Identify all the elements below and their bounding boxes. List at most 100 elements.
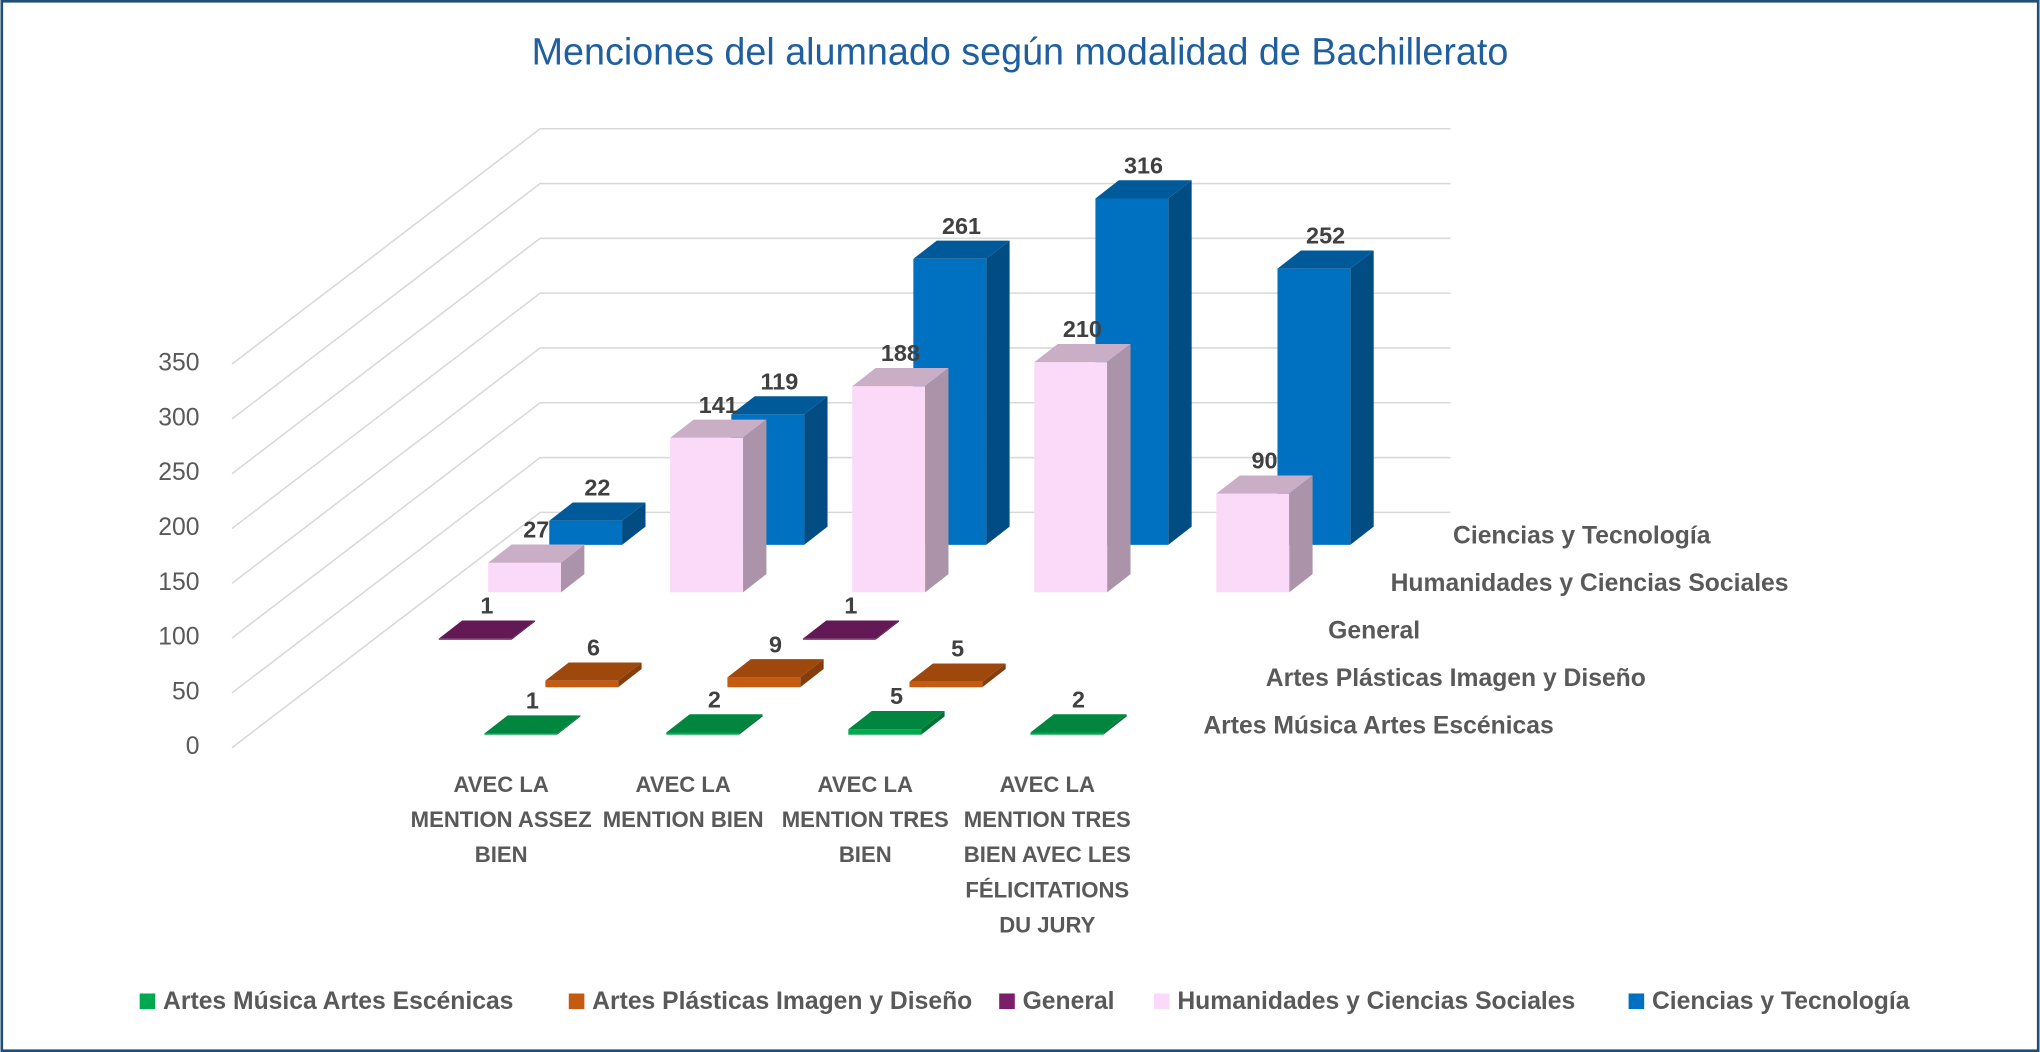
- legend-swatch: [139, 993, 156, 1010]
- bar-top: [802, 620, 900, 639]
- bar-side: [739, 714, 763, 735]
- bar-side: [557, 715, 581, 735]
- bar-top: [848, 711, 945, 730]
- value-label: 141: [699, 392, 738, 418]
- value-label: 22: [584, 475, 610, 501]
- bar-side: [800, 659, 824, 688]
- bar-side: [511, 620, 535, 640]
- bar-top: [913, 240, 1010, 259]
- bar-front: [1030, 732, 1104, 735]
- y-tick-label: 100: [158, 624, 199, 651]
- x-tick-label: AVEC LA MENTION BIEN: [602, 772, 764, 833]
- bar-top: [670, 419, 767, 438]
- bar-top: [666, 714, 763, 733]
- value-label: 27: [523, 517, 549, 543]
- bar-side: [622, 502, 646, 545]
- bar: [909, 663, 1006, 688]
- y-tick-label: 350: [158, 350, 199, 377]
- y-tick-label: 0: [186, 733, 200, 760]
- bar: [802, 620, 900, 640]
- bar: [438, 620, 535, 640]
- bar-front: [848, 729, 922, 735]
- value-label: 252: [1306, 223, 1345, 249]
- legend-label: Ciencias y Tecnología: [1652, 988, 1910, 1015]
- depth-axis-label: Artes Plásticas Imagen y Diseño: [1266, 665, 1646, 692]
- bar-side: [982, 663, 1006, 688]
- bar: [1216, 475, 1313, 593]
- grid-line: [231, 127, 1451, 365]
- bar-top: [1034, 343, 1131, 363]
- bar-front: [1216, 493, 1290, 593]
- x-tick-label-box: AVEC LA MENTION TRES BIEN AVEC LES FÉLIC…: [963, 772, 1131, 938]
- value-label: 210: [1063, 316, 1102, 342]
- value-label: 316: [1124, 152, 1163, 178]
- bar-front: [666, 732, 740, 735]
- bar-side: [986, 240, 1010, 545]
- legend-label: Humanidades y Ciencias Sociales: [1177, 988, 1575, 1015]
- bar: [1034, 343, 1131, 593]
- bar: [852, 368, 949, 593]
- y-tick-label: 200: [158, 514, 199, 541]
- bar-side: [618, 662, 642, 688]
- legend-swatch: [1628, 993, 1645, 1010]
- bar-top: [484, 715, 581, 734]
- value-label: 119: [761, 368, 799, 394]
- x-tick-label-box: AVEC LA MENTION ASSEZ BIEN: [411, 772, 592, 867]
- bar-top: [545, 662, 642, 681]
- bar-side: [1103, 714, 1127, 735]
- chart-title: Menciones del alumnado según modalidad d…: [532, 31, 1509, 73]
- bar-top: [549, 502, 646, 521]
- depth-axis-label: Artes Música Artes Escénicas: [1203, 712, 1553, 739]
- bar-side: [1350, 250, 1374, 545]
- bar-front: [545, 680, 619, 688]
- bar-top: [1095, 180, 1192, 199]
- bar-top: [1030, 714, 1127, 733]
- bar-front: [549, 520, 623, 545]
- bar: [727, 659, 824, 688]
- bar-front: [727, 677, 801, 688]
- legend-label: General: [1023, 988, 1115, 1015]
- value-label: 9: [769, 631, 782, 657]
- bar-front: [802, 638, 876, 640]
- bar: [484, 715, 581, 735]
- bar-top: [909, 663, 1006, 682]
- bar-side: [1107, 343, 1131, 593]
- bar-top: [1277, 250, 1374, 269]
- y-tick-label: 300: [158, 404, 199, 431]
- bar-side: [875, 620, 900, 640]
- bar-front: [438, 638, 512, 640]
- legend-label: Artes Música Artes Escénicas: [163, 988, 513, 1015]
- bar: [670, 419, 767, 593]
- value-label: 5: [951, 636, 964, 662]
- value-label: 6: [587, 635, 600, 661]
- bar-top: [727, 659, 824, 678]
- bar-side: [804, 396, 828, 545]
- legend-swatch: [999, 993, 1015, 1010]
- y-tick-label: 50: [172, 678, 199, 705]
- depth-axis-label: Humanidades y Ciencias Sociales: [1391, 570, 1789, 597]
- bar: [488, 544, 585, 593]
- x-tick-label: AVEC LA MENTION TRES BIEN AVEC LES FÉLIC…: [963, 772, 1131, 938]
- bar-top: [1216, 475, 1313, 494]
- value-label: 261: [942, 213, 981, 239]
- bar-front: [484, 733, 558, 735]
- value-label: 1: [844, 593, 857, 619]
- legend-label: Artes Plásticas Imagen y Diseño: [592, 988, 972, 1015]
- value-label: 90: [1251, 448, 1277, 474]
- value-label: 5: [890, 683, 903, 709]
- y-tick-label: 250: [158, 459, 199, 486]
- legend-swatch: [1153, 993, 1170, 1010]
- bar-front: [670, 437, 744, 593]
- depth-axis-label: General: [1328, 618, 1420, 645]
- value-label: 1: [480, 593, 493, 619]
- value-label: 2: [708, 686, 721, 712]
- value-label: 188: [881, 340, 920, 366]
- bar-top: [488, 544, 585, 563]
- bar-side: [1168, 180, 1192, 545]
- value-label: 1: [526, 688, 539, 714]
- bar-side: [1289, 475, 1313, 593]
